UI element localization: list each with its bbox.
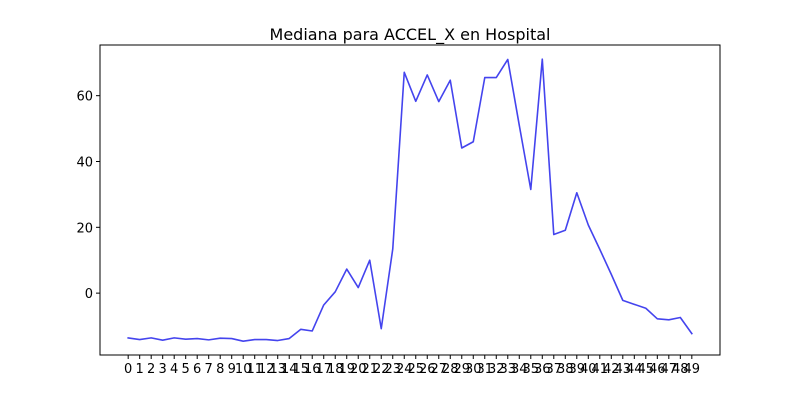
x-tick-label: 4 <box>170 362 178 377</box>
chart-title: Mediana para ACCEL_X en Hospital <box>270 25 551 45</box>
x-tick-label: 40 <box>580 362 597 377</box>
x-tick-label: 25 <box>407 362 424 377</box>
x-tick-label: 14 <box>281 362 298 377</box>
x-tick-label: 23 <box>384 362 401 377</box>
x-tick-label: 13 <box>269 362 286 377</box>
x-tick-label: 2 <box>147 362 155 377</box>
x-tick-label: 44 <box>626 362 643 377</box>
x-tick-label: 32 <box>488 362 505 377</box>
x-tick-label: 5 <box>182 362 190 377</box>
series-layer <box>127 58 693 342</box>
x-tick-label: 28 <box>442 362 459 377</box>
x-tick-label: 10 <box>235 362 252 377</box>
series-line-accel-x <box>127 58 693 342</box>
x-tick-label: 41 <box>592 362 609 377</box>
x-tick-label: 26 <box>419 362 436 377</box>
x-tick-label: 38 <box>557 362 574 377</box>
x-axis: 0 1 2 3 4 5 6 7 8 9 101112131415161718192021222324… <box>124 355 700 377</box>
x-tick-label: 12 <box>258 362 275 377</box>
plot-frame <box>99 44 721 356</box>
y-tick-label: 0 <box>85 287 93 302</box>
x-tick-label: 15 <box>292 362 309 377</box>
x-tick-label: 49 <box>684 362 701 377</box>
y-tick-label: 20 <box>76 221 93 236</box>
y-tick-label: 60 <box>76 90 93 105</box>
x-tick-label: 48 <box>672 362 689 377</box>
x-tick-label: 35 <box>523 362 540 377</box>
x-tick-label: 7 <box>205 362 213 377</box>
x-tick-label: 9 <box>228 362 236 377</box>
x-tick-label: 6 <box>193 362 201 377</box>
x-tick-label: 20 <box>350 362 367 377</box>
x-tick-label: 16 <box>304 362 321 377</box>
x-tick-label: 1 <box>136 362 144 377</box>
x-tick-label: 8 <box>216 362 224 377</box>
x-tick-label: 43 <box>615 362 632 377</box>
x-tick-label: 3 <box>159 362 167 377</box>
x-tick-label: 37 <box>546 362 563 377</box>
x-tick-label: 42 <box>603 362 620 377</box>
x-tick-label: 18 <box>327 362 344 377</box>
x-tick-label: 33 <box>500 362 517 377</box>
x-tick-label: 36 <box>534 362 551 377</box>
x-tick-label: 31 <box>476 362 493 377</box>
x-tick-label: 47 <box>661 362 678 377</box>
x-tick-label: 45 <box>638 362 655 377</box>
y-axis: 0 20 40 60 <box>76 90 100 302</box>
x-tick-label: 17 <box>315 362 332 377</box>
x-tick-label: 21 <box>361 362 378 377</box>
x-tick-label: 11 <box>246 362 263 377</box>
x-tick-label: 34 <box>511 362 528 377</box>
x-tick-label: 46 <box>649 362 666 377</box>
x-tick-label: 24 <box>396 362 413 377</box>
x-tick-label: 19 <box>338 362 355 377</box>
x-tick-label: 22 <box>373 362 390 377</box>
x-tick-label: 30 <box>465 362 482 377</box>
x-tick-label: 0 <box>124 362 132 377</box>
x-tick-label: 27 <box>430 362 447 377</box>
y-tick-label: 40 <box>76 155 93 170</box>
x-tick-label: 39 <box>569 362 586 377</box>
x-tick-label: 29 <box>453 362 470 377</box>
